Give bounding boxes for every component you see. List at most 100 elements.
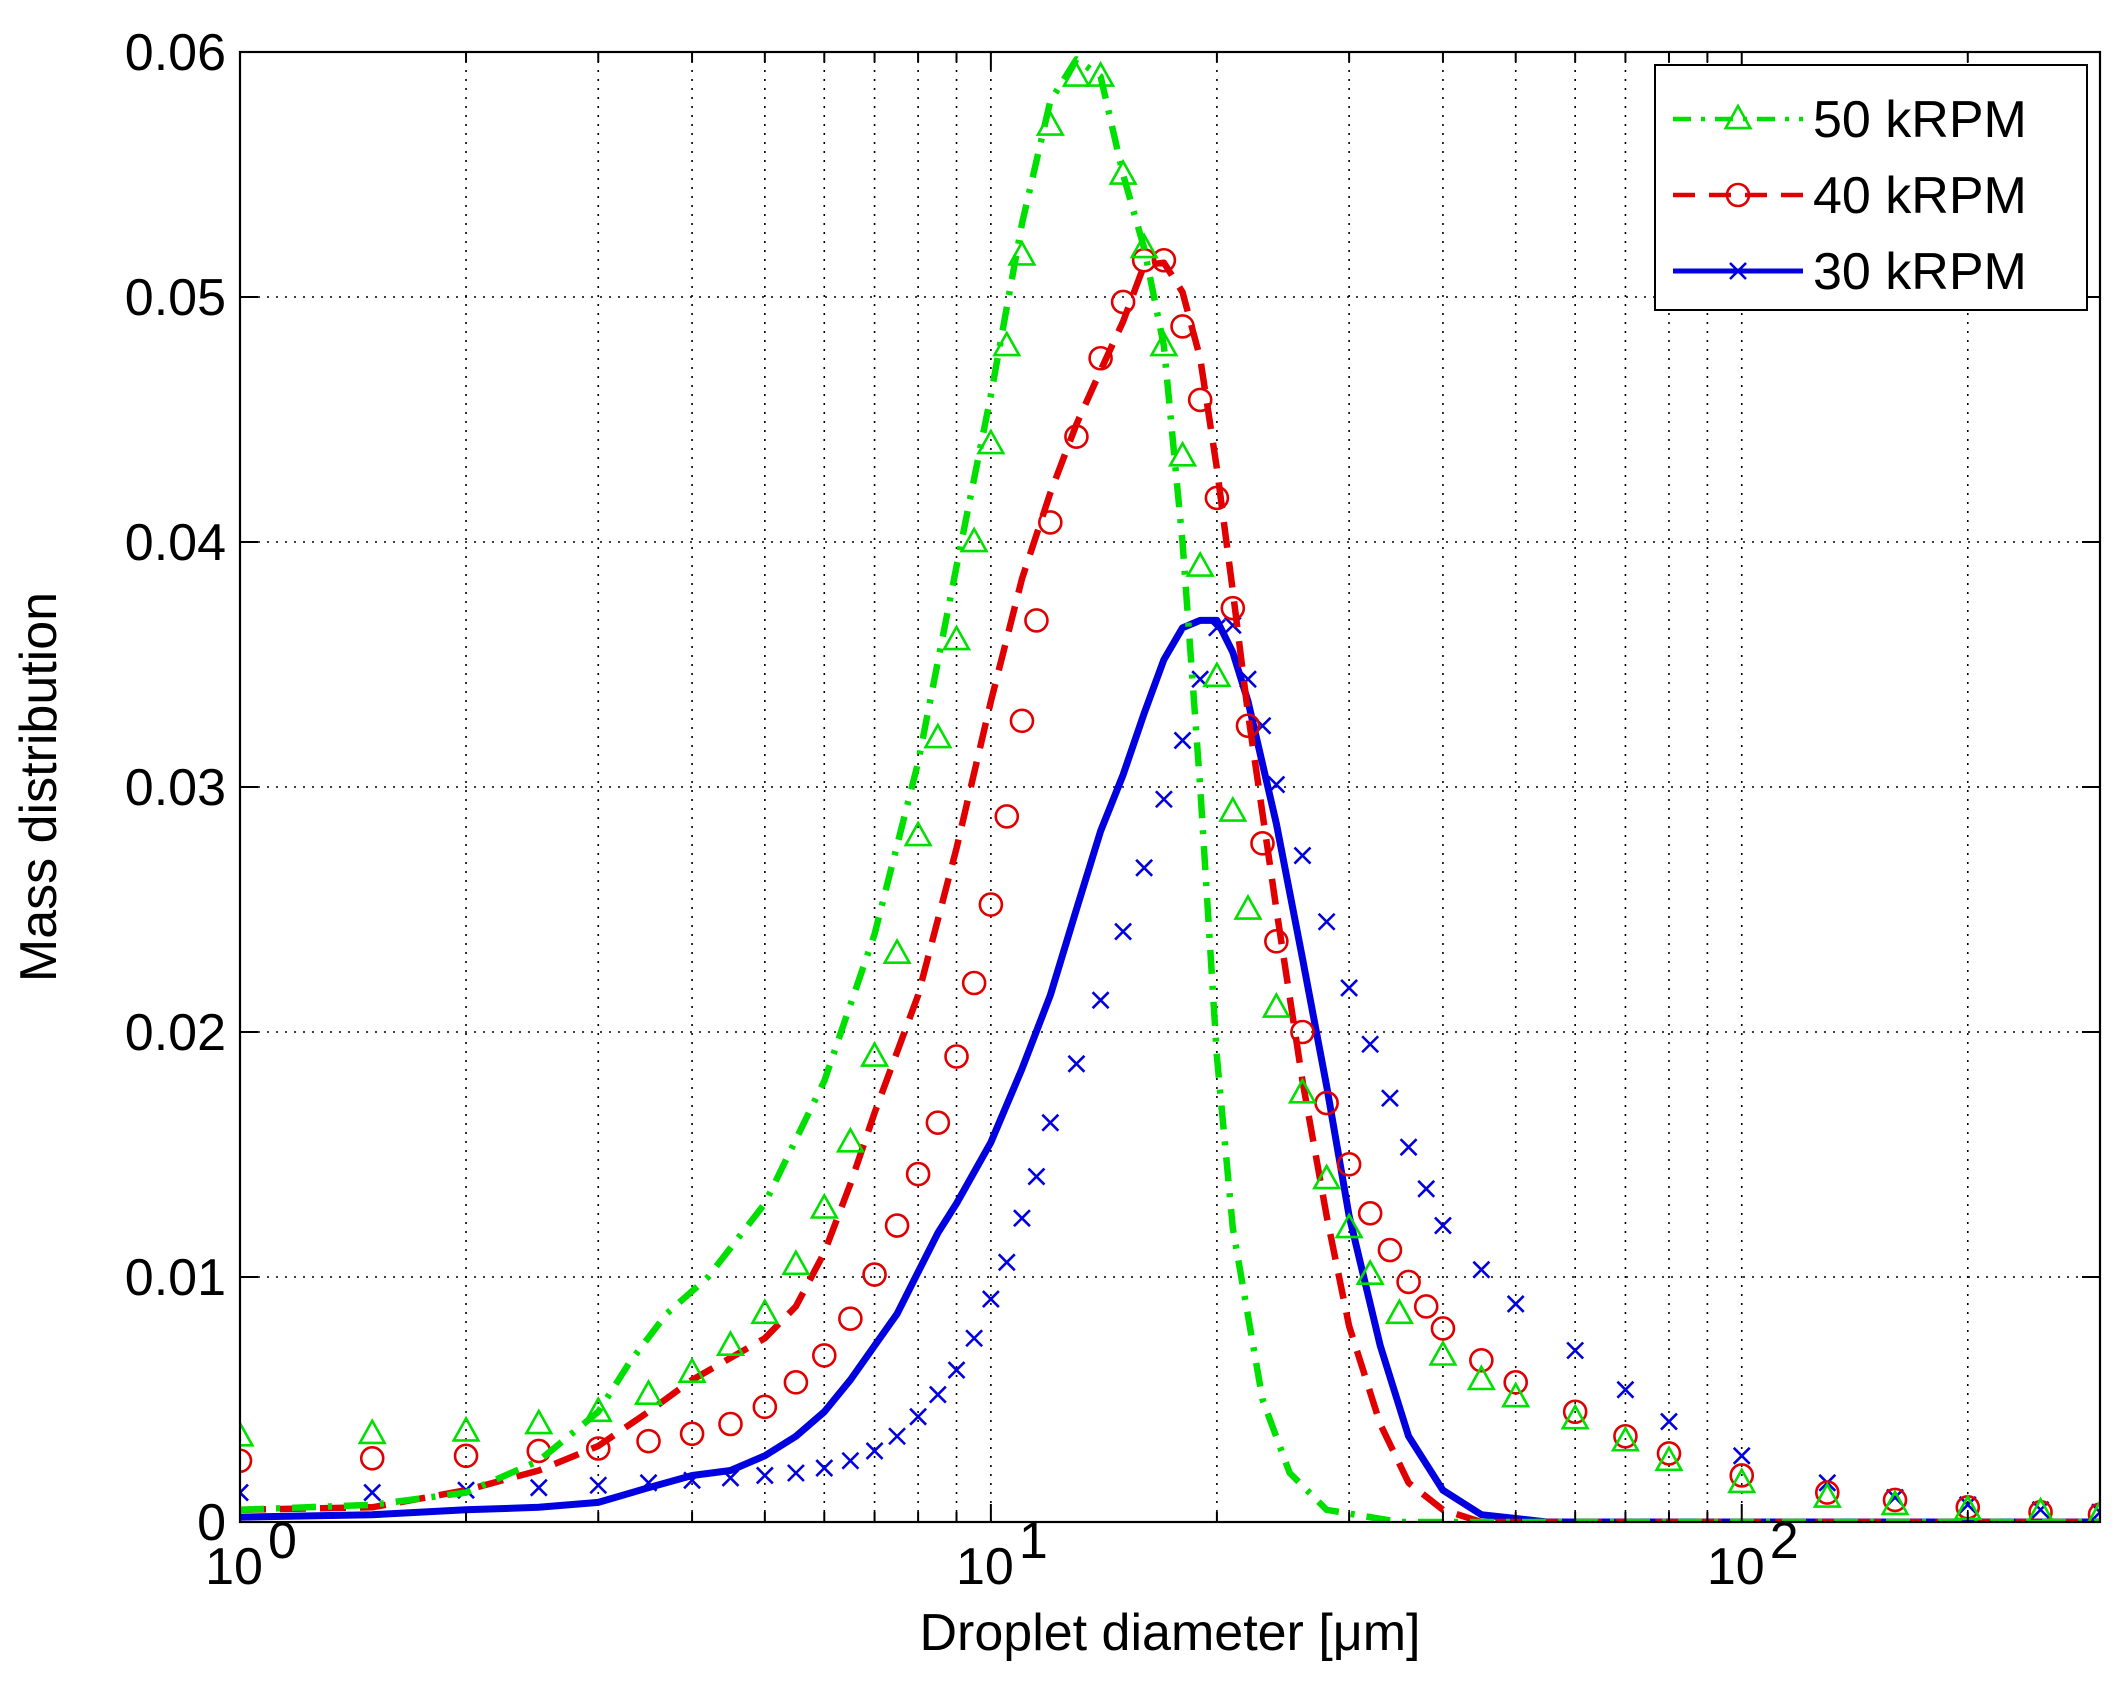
y-tick-label: 0.05 bbox=[125, 269, 226, 327]
data-point bbox=[978, 892, 1004, 917]
series-50-krpm bbox=[240, 56, 2100, 1522]
data-point bbox=[1151, 247, 1177, 273]
series-line bbox=[240, 616, 2100, 1522]
data-point bbox=[1235, 713, 1261, 739]
data-point bbox=[715, 1329, 746, 1356]
data-point bbox=[1466, 1364, 1496, 1391]
data-point bbox=[589, 1476, 608, 1495]
data-point bbox=[1035, 109, 1065, 136]
data-point bbox=[809, 1192, 839, 1219]
data-point bbox=[862, 1262, 887, 1287]
data-point bbox=[1882, 1487, 1908, 1513]
data-point bbox=[783, 1370, 809, 1395]
data-point bbox=[1660, 1412, 1678, 1431]
y-tick-label: 0.06 bbox=[125, 24, 226, 82]
data-point bbox=[1377, 1237, 1403, 1263]
x-tick-exponent: 2 bbox=[1770, 1512, 1799, 1570]
data-point bbox=[1430, 1316, 1456, 1341]
data-point bbox=[1167, 440, 1198, 467]
y-tick-label: 0.02 bbox=[125, 1004, 226, 1062]
data-point bbox=[750, 1298, 780, 1325]
data-point bbox=[1173, 731, 1192, 750]
data-point bbox=[2031, 1500, 2050, 1519]
data-point bbox=[1812, 1481, 1842, 1508]
data-point bbox=[1218, 795, 1248, 822]
data-point bbox=[679, 1421, 705, 1447]
data-point bbox=[884, 1213, 910, 1238]
data-point bbox=[1088, 345, 1113, 371]
data-point bbox=[1024, 608, 1049, 633]
data-point bbox=[1355, 1258, 1385, 1285]
data-point bbox=[752, 1394, 778, 1420]
data-point bbox=[941, 624, 972, 651]
data-point bbox=[755, 1466, 774, 1485]
data-point bbox=[981, 1290, 1000, 1308]
data-point bbox=[811, 1343, 837, 1368]
data-point bbox=[909, 1407, 928, 1426]
series-line bbox=[240, 259, 2100, 1522]
data-point bbox=[721, 1468, 740, 1487]
data-point bbox=[1361, 1035, 1380, 1054]
data-point bbox=[1428, 1339, 1458, 1366]
data-point bbox=[1261, 991, 1291, 1018]
data-point bbox=[1038, 510, 1063, 535]
data-point bbox=[683, 1471, 701, 1490]
data-point bbox=[639, 1473, 658, 1492]
series-40-krpm bbox=[240, 247, 2100, 1522]
data-point bbox=[859, 1040, 890, 1067]
data-point bbox=[1067, 1054, 1086, 1073]
data-point bbox=[583, 1396, 613, 1423]
data-point bbox=[997, 1253, 1016, 1272]
data-point bbox=[1396, 1269, 1421, 1295]
data-point bbox=[451, 1415, 481, 1442]
data-point bbox=[1135, 858, 1154, 877]
data-point bbox=[1880, 1489, 1910, 1516]
data-point bbox=[1413, 1294, 1439, 1319]
data-point bbox=[1290, 1019, 1315, 1045]
data-point bbox=[1041, 1113, 1060, 1132]
data-point bbox=[947, 1361, 966, 1380]
data-point bbox=[1086, 60, 1116, 87]
x-tick-label: 10 bbox=[956, 1538, 1014, 1596]
data-point bbox=[882, 937, 912, 965]
y-tick-label: 0.01 bbox=[125, 1249, 226, 1307]
data-point bbox=[1154, 790, 1173, 809]
data-point bbox=[1202, 661, 1232, 688]
data-point bbox=[1384, 1298, 1414, 1325]
legend-marker bbox=[1729, 262, 1747, 280]
data-point bbox=[1399, 1138, 1418, 1157]
data-point bbox=[976, 428, 1006, 455]
y-tick-label: 0.04 bbox=[125, 514, 226, 572]
data-point bbox=[363, 1483, 382, 1502]
data-point bbox=[1110, 289, 1136, 315]
axis-ticks bbox=[239, 51, 2101, 1523]
data-point bbox=[1732, 1446, 1751, 1465]
data-point bbox=[1506, 1295, 1525, 1313]
data-point bbox=[1264, 929, 1289, 954]
data-point bbox=[1149, 330, 1179, 357]
data-point bbox=[633, 1378, 664, 1405]
data-point bbox=[1357, 1201, 1383, 1226]
data-point bbox=[1170, 314, 1195, 339]
data-point bbox=[965, 1329, 984, 1348]
legend-marker bbox=[1725, 182, 1751, 208]
y-tick-label: 0 bbox=[197, 1494, 226, 1552]
data-point bbox=[1654, 1445, 1684, 1472]
data-point bbox=[1114, 922, 1133, 941]
x-tick-exponent: 0 bbox=[268, 1512, 297, 1570]
data-point bbox=[1061, 60, 1091, 87]
data-point bbox=[928, 1385, 947, 1404]
data-point bbox=[524, 1408, 554, 1435]
data-point bbox=[1381, 1089, 1399, 1108]
data-point bbox=[923, 722, 953, 749]
legend-label: 50 kRPM bbox=[1813, 91, 2027, 149]
data-point bbox=[1013, 1209, 1031, 1228]
y-axis-title: Mass distribution bbox=[10, 592, 68, 982]
data-point bbox=[1185, 550, 1215, 577]
plot-area bbox=[240, 56, 2100, 1522]
data-point bbox=[1562, 1399, 1588, 1425]
data-point bbox=[585, 1436, 611, 1461]
data-point bbox=[1958, 1495, 1977, 1514]
